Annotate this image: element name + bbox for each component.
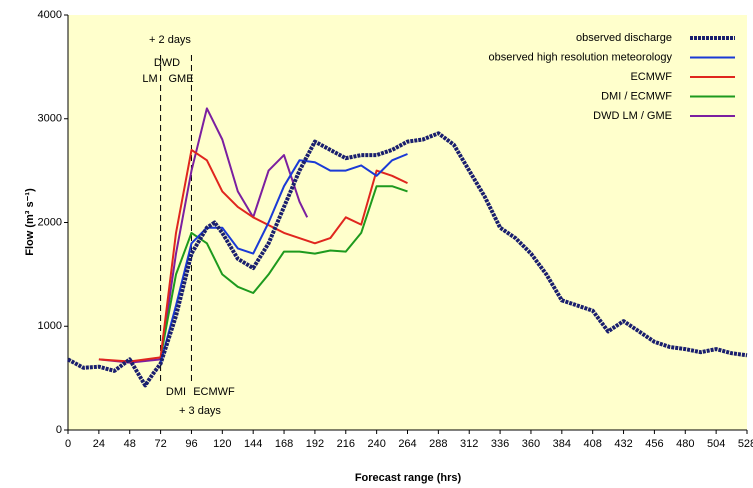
annotation: ECMWF [193,386,235,398]
x-tick-label: 72 [154,438,166,450]
annotation: LM [142,73,157,85]
annotation: + 3 days [179,405,221,417]
x-tick-label: 168 [275,438,293,450]
x-tick-label: 192 [306,438,324,450]
x-tick-label: 144 [244,438,262,450]
x-tick-label: 312 [460,438,478,450]
x-tick-label: 96 [185,438,197,450]
x-tick-label: 480 [676,438,694,450]
x-tick-label: 432 [614,438,632,450]
y-axis-title: Flow (m³ s⁻¹) [24,188,36,256]
y-tick-label: 0 [56,424,62,436]
x-tick-label: 288 [429,438,447,450]
legend-label: observed high resolution meteorology [489,51,673,63]
y-tick-label: 4000 [38,9,62,21]
x-axis-title: Forecast range (hrs) [355,472,462,484]
x-tick-label: 264 [398,438,416,450]
annotation: DMI [166,386,186,398]
x-tick-label: 120 [213,438,231,450]
x-tick-label: 456 [645,438,663,450]
x-tick-label: 0 [65,438,71,450]
legend-label: observed discharge [576,32,672,44]
x-tick-label: 528 [738,438,753,450]
x-tick-label: 216 [337,438,355,450]
x-tick-label: 360 [522,438,540,450]
legend-label: DWD LM / GME [593,110,672,122]
x-tick-label: 240 [367,438,385,450]
annotation: DWD [154,57,180,69]
annotation: GME [168,73,193,85]
x-tick-label: 504 [707,438,725,450]
legend-label: ECMWF [630,71,672,83]
series-line [98,148,408,363]
legend-label: DMI / ECMWF [601,90,672,102]
x-tick-label: 384 [553,438,571,450]
x-tick-label: 408 [584,438,602,450]
annotation: + 2 days [149,34,191,46]
x-tick-label: 48 [124,438,136,450]
y-tick-label: 2000 [38,216,62,228]
x-tick-label: 24 [93,438,105,450]
y-tick-label: 3000 [38,113,62,125]
y-tick-label: 1000 [38,320,62,332]
x-tick-label: 336 [491,438,509,450]
series-line [67,131,748,388]
